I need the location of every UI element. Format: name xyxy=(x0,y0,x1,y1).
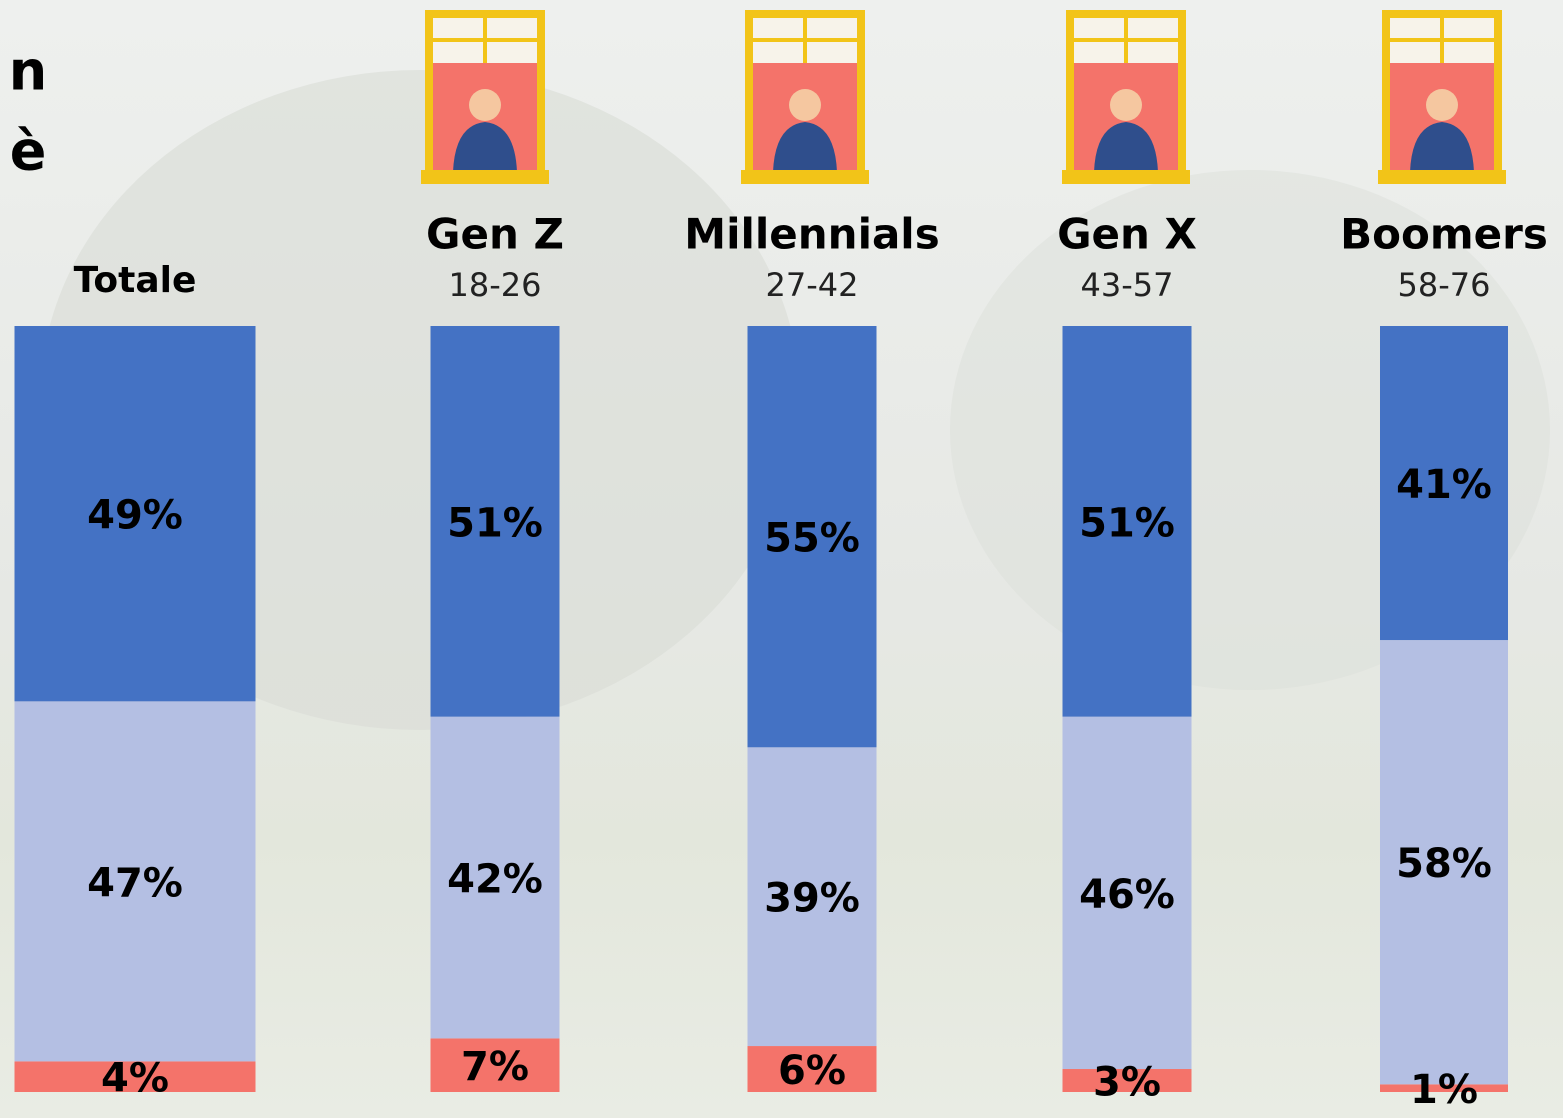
title-fragment: è xyxy=(10,120,47,183)
value-label: 46% xyxy=(1079,872,1175,918)
category-label: Totale xyxy=(74,260,197,301)
value-label: 51% xyxy=(447,500,543,546)
value-label: 4% xyxy=(101,1056,169,1102)
age-range: 18-26 xyxy=(449,266,542,304)
value-label: 47% xyxy=(87,860,183,906)
age-range: 58-76 xyxy=(1398,266,1491,304)
age-range: 27-42 xyxy=(766,266,859,304)
value-label: 6% xyxy=(778,1048,846,1094)
value-label: 49% xyxy=(87,493,183,539)
value-label: 39% xyxy=(764,876,860,922)
value-label: 55% xyxy=(764,516,860,562)
value-label: 1% xyxy=(1410,1067,1478,1113)
window-illustration xyxy=(1378,10,1506,184)
age-range: 43-57 xyxy=(1081,266,1174,304)
value-label: 7% xyxy=(461,1044,529,1090)
value-label: 51% xyxy=(1079,500,1175,546)
category-label: Gen X xyxy=(1057,210,1197,259)
page: n è Totale 4% 47% 49% Gen Z 18-26 7% 42% 51% Mill… xyxy=(0,0,1563,1118)
window-illustration xyxy=(1062,10,1190,184)
value-label: 58% xyxy=(1396,841,1492,887)
chart: n è Totale 4% 47% 49% Gen Z 18-26 7% 42% 51% Mill… xyxy=(0,0,1563,1118)
category-label: Gen Z xyxy=(426,210,564,259)
value-label: 3% xyxy=(1093,1060,1161,1106)
value-label: 41% xyxy=(1396,462,1492,508)
category-label: Millennials xyxy=(684,210,939,259)
window-illustration xyxy=(741,10,869,184)
title-fragment: n xyxy=(9,40,47,103)
category-label: Boomers xyxy=(1340,210,1548,259)
window-illustration xyxy=(421,10,549,184)
value-label: 42% xyxy=(447,857,543,903)
